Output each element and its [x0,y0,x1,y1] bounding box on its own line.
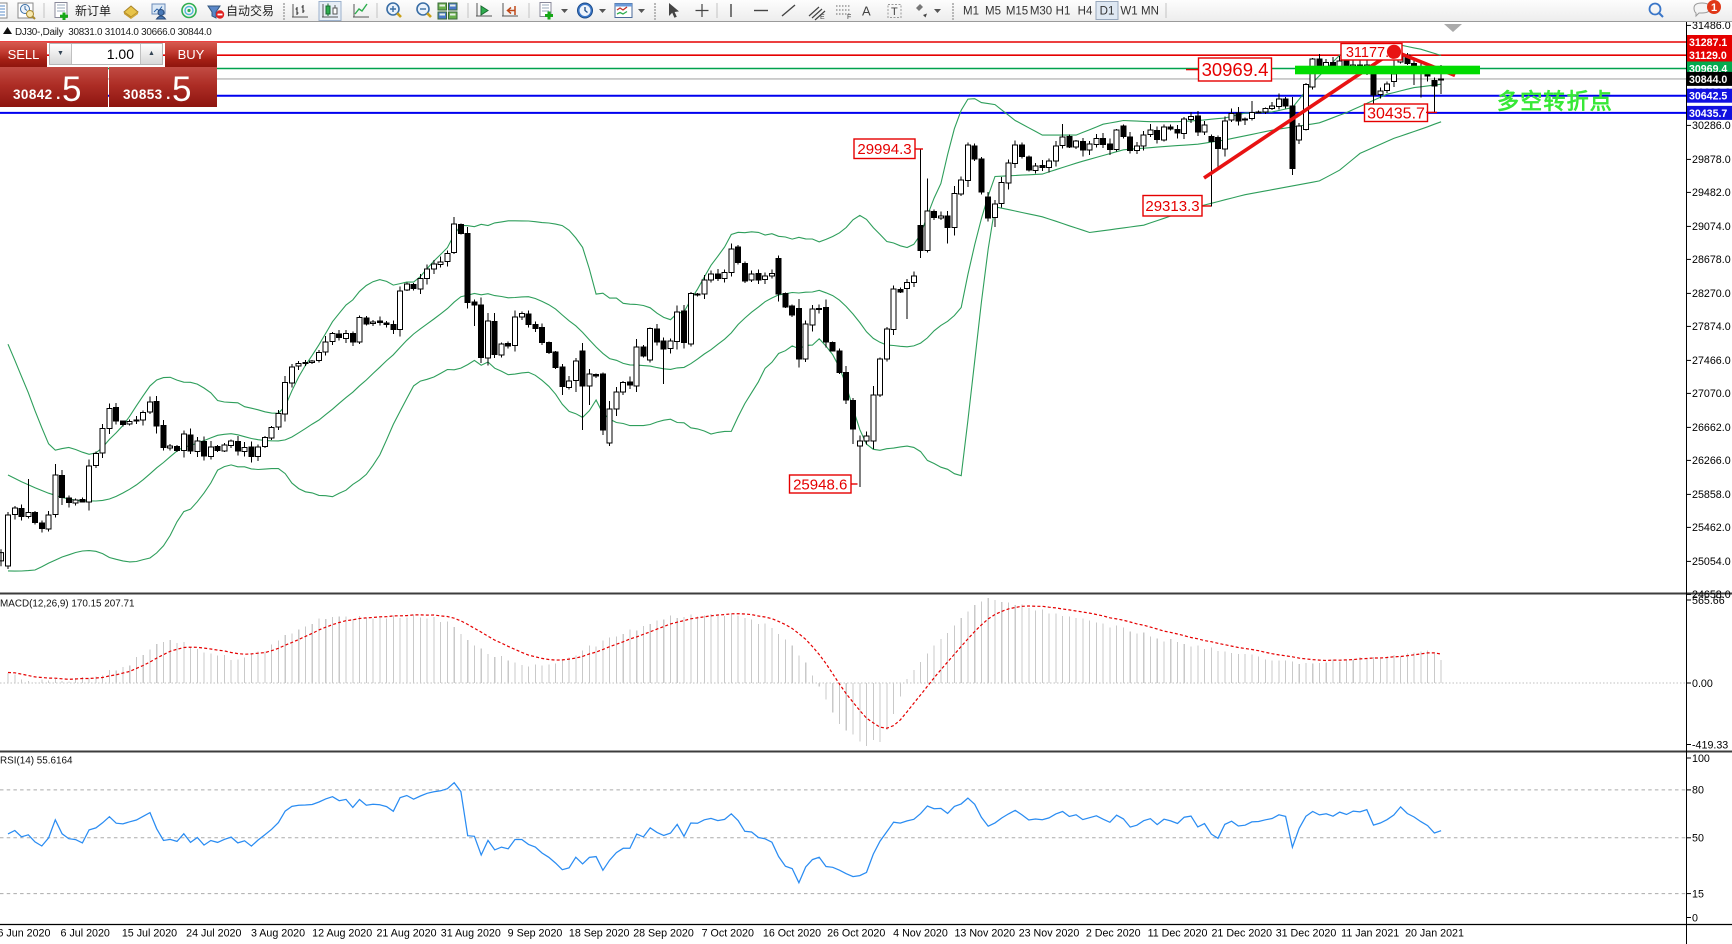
svg-text:16 Oct 2020: 16 Oct 2020 [763,928,821,940]
svg-text:23 Nov 2020: 23 Nov 2020 [1019,928,1080,940]
svg-text:6 Jul 2020: 6 Jul 2020 [61,928,110,940]
svg-text:9 Sep 2020: 9 Sep 2020 [508,928,563,940]
svg-text:25948.6: 25948.6 [793,476,847,493]
svg-text:29994.3: 29994.3 [857,141,911,158]
svg-text:F: F [847,14,851,21]
svg-text:27466.0: 27466.0 [1692,355,1731,367]
svg-text:31 Dec 2020: 31 Dec 2020 [1276,928,1337,940]
svg-text:12 Aug 2020: 12 Aug 2020 [312,928,372,940]
svg-text:29074.0: 29074.0 [1692,221,1731,233]
svg-text:E: E [820,14,825,21]
svg-text:7 Oct 2020: 7 Oct 2020 [702,928,754,940]
svg-text:50: 50 [1692,833,1704,845]
svg-text:MN: MN [1141,6,1159,18]
svg-text:28270.0: 28270.0 [1692,288,1731,300]
svg-text:26662.0: 26662.0 [1692,422,1731,434]
svg-text:31129.0: 31129.0 [1689,50,1727,62]
svg-text:-419.33: -419.33 [1692,739,1728,751]
svg-text:30642.5: 30642.5 [1689,91,1727,103]
svg-text:T: T [891,6,898,18]
svg-text:0: 0 [1692,912,1698,924]
svg-text:30435.7: 30435.7 [1367,106,1425,123]
svg-text:18 Sep 2020: 18 Sep 2020 [569,928,630,940]
svg-text:100: 100 [1692,753,1710,765]
svg-text:29878.0: 29878.0 [1692,154,1731,166]
svg-text:25858.0: 25858.0 [1692,489,1731,501]
svg-text:27070.0: 27070.0 [1692,388,1731,400]
svg-text:11 Dec 2020: 11 Dec 2020 [1148,928,1208,940]
svg-text:30286.0: 30286.0 [1692,120,1731,132]
svg-text:25462.0: 25462.0 [1692,522,1731,534]
svg-text:80: 80 [1692,785,1704,797]
svg-text:H4: H4 [1078,6,1093,18]
svg-text:M5: M5 [985,6,1001,18]
svg-text:W1: W1 [1120,6,1137,18]
svg-text:2 Dec 2020: 2 Dec 2020 [1086,928,1141,940]
svg-text:25054.0: 25054.0 [1692,556,1731,568]
svg-text:29482.0: 29482.0 [1692,187,1731,199]
svg-text:H1: H1 [1056,6,1071,18]
svg-text:0.00: 0.00 [1692,678,1713,690]
svg-text:26 Oct 2020: 26 Oct 2020 [827,928,885,940]
svg-text:21 Aug 2020: 21 Aug 2020 [376,928,436,940]
svg-text:31287.1: 31287.1 [1689,37,1727,49]
svg-text:29313.3: 29313.3 [1145,198,1199,215]
svg-text:DJ30-,Daily 30831.0 31014.0 3: DJ30-,Daily 30831.0 31014.0 30666.0 3084… [15,27,212,38]
svg-text:3 Aug 2020: 3 Aug 2020 [251,928,305,940]
svg-text:31486.0: 31486.0 [1692,20,1731,32]
svg-text:15: 15 [1692,888,1704,900]
svg-text:RSI(14) 55.6164: RSI(14) 55.6164 [0,756,73,767]
svg-text:D1: D1 [1100,6,1115,18]
svg-text:M15: M15 [1006,6,1028,18]
svg-text:1: 1 [1711,2,1717,14]
svg-text:28 Sep 2020: 28 Sep 2020 [633,928,694,940]
svg-text:28678.0: 28678.0 [1692,254,1731,266]
svg-text:13 Nov 2020: 13 Nov 2020 [954,928,1015,940]
svg-text:20 Jan 2021: 20 Jan 2021 [1405,928,1464,940]
svg-text:31 Aug 2020: 31 Aug 2020 [441,928,501,940]
svg-text:21 Dec 2020: 21 Dec 2020 [1211,928,1272,940]
svg-text:26266.0: 26266.0 [1692,455,1731,467]
svg-text:A: A [862,4,871,19]
svg-text:MACD(12,26,9) 170.15 207.71: MACD(12,26,9) 170.15 207.71 [0,599,135,610]
svg-text:多空转折点: 多空转折点 [1497,89,1613,114]
svg-text:24 Jul 2020: 24 Jul 2020 [186,928,241,940]
svg-text:31177.6: 31177.6 [1346,45,1397,61]
svg-text:24658.0: 24658.0 [1692,589,1731,601]
svg-text:11 Jan 2021: 11 Jan 2021 [1341,928,1399,940]
svg-text:M1: M1 [963,6,979,18]
svg-text:26 Jun 2020: 26 Jun 2020 [0,928,50,940]
svg-text:自动交易: 自动交易 [226,3,274,18]
svg-text:30435.7: 30435.7 [1689,108,1727,120]
svg-text:15 Jul 2020: 15 Jul 2020 [122,928,177,940]
svg-text:4 Nov 2020: 4 Nov 2020 [893,928,948,940]
svg-text:27874.0: 27874.0 [1692,321,1731,333]
svg-text:565.66: 565.66 [1692,595,1725,607]
svg-text:新订单: 新订单 [75,3,111,18]
svg-text:30844.0: 30844.0 [1689,74,1727,86]
svg-text:M30: M30 [1030,6,1052,18]
svg-text:30969.4: 30969.4 [1202,59,1269,80]
